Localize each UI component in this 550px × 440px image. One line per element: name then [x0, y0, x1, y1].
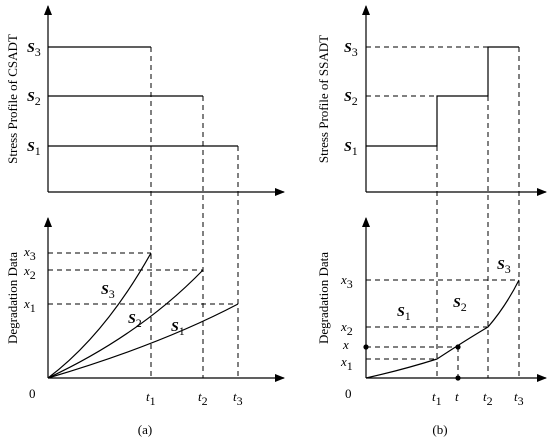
b-region-label-s1: S1 — [397, 305, 411, 323]
a-xtick-t1: t1 — [146, 389, 156, 408]
a-xtick-t2: t2 — [198, 389, 208, 408]
b-caption: (b) — [432, 422, 447, 437]
b-ytick-x3: x3 — [340, 272, 353, 291]
b-origin-label: 0 — [345, 386, 352, 401]
a-curve-label-s1: S1 — [171, 320, 185, 338]
a-curve-s3 — [47, 252, 152, 379]
b-t-marker-dot — [455, 375, 461, 381]
a-ytick-x3: x3 — [23, 244, 36, 263]
b-bottom-ylabel: Degradation Data — [316, 252, 331, 344]
a-xtick-t3: t3 — [233, 389, 243, 408]
a-caption: (a) — [138, 422, 152, 437]
a-ytick-x2: x2 — [23, 263, 36, 282]
b-x-marker-dot — [363, 344, 369, 350]
b-top-ylabel: Stress Profile of SSADT — [316, 35, 331, 163]
a-origin-label: 0 — [29, 386, 36, 401]
a-ytick-x1: x1 — [23, 296, 36, 315]
a-stress-label-s3: S3 — [27, 41, 41, 59]
panel-a: Stress Profile of CSADT S3 S2 S1 Degrada… — [5, 5, 285, 437]
a-bottom-ylabel: Degradation Data — [5, 252, 20, 344]
b-xtick-t3: t3 — [514, 389, 524, 408]
a-curve-s2 — [47, 269, 204, 379]
a-curve-label-s2: S2 — [128, 312, 142, 330]
b-degradation-path — [365, 279, 520, 379]
b-xtick-t1: t1 — [432, 389, 442, 408]
a-curve-s1 — [47, 303, 239, 379]
b-ytick-x2: x2 — [340, 319, 353, 338]
b-stress-step-profile — [366, 46, 519, 147]
b-stress-label-s3: S3 — [344, 41, 358, 59]
b-ytick-x: x — [342, 337, 349, 352]
b-xtick-t2: t2 — [483, 389, 493, 408]
a-stress-label-s2: S2 — [27, 90, 41, 108]
a-top-ylabel: Stress Profile of CSADT — [5, 34, 20, 164]
b-stress-label-s2: S2 — [344, 90, 358, 108]
b-path-marker-dot — [455, 344, 461, 350]
a-stress-label-s1: S1 — [27, 140, 41, 158]
panel-b: Stress Profile of SSADT S3 S2 S1 Degrada… — [316, 5, 547, 437]
b-ytick-x1: x1 — [340, 354, 353, 373]
b-xtick-t: t — [455, 389, 459, 404]
b-region-label-s3: S3 — [497, 258, 511, 276]
b-stress-label-s1: S1 — [344, 140, 358, 158]
b-region-label-s2: S2 — [453, 296, 467, 314]
a-curve-label-s3: S3 — [101, 283, 115, 301]
